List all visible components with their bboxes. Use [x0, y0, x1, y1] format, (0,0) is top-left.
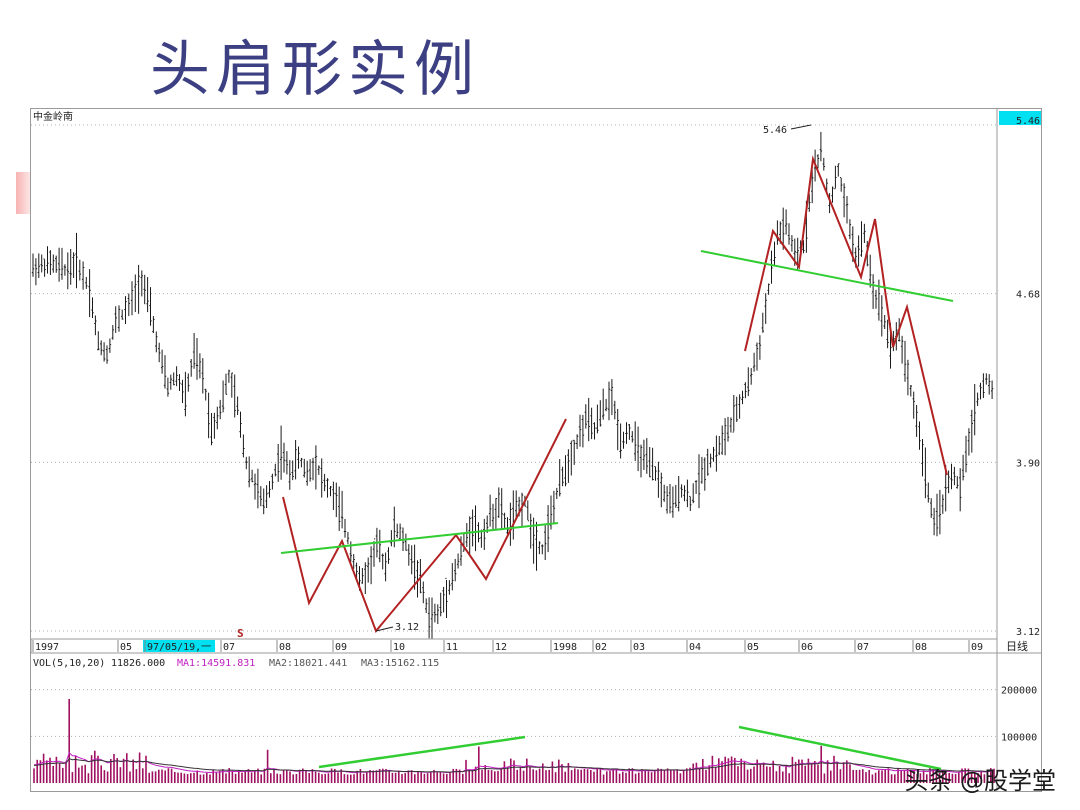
high-price-label: 5.46: [763, 125, 787, 136]
price-gridlines: [31, 124, 997, 632]
volume-tick-label: 100000: [1001, 732, 1037, 743]
volume-tick-label: 200000: [1001, 686, 1037, 697]
time-tick-label: 08: [915, 642, 927, 653]
vol-trend-rising: [318, 735, 526, 769]
time-tick-label: 11: [446, 642, 458, 653]
vol-header-name: VOL(5,10,20): [33, 658, 105, 669]
stock-chart-panel: 中金岭南 5.46 3.12 S 5.46 4.68 3.90 3.12 1997 05…: [30, 108, 1042, 792]
last-price-badge: [999, 111, 1041, 125]
period-label: 日线: [1006, 639, 1028, 653]
time-axis-labels: 1997 05 97/05/19,一 07 08 09 10 11 12 1998 02 03 04 05…: [32, 640, 983, 653]
time-tick-label: 1997: [35, 642, 59, 653]
time-tick-label: 09: [971, 642, 983, 653]
time-tick-label: 12: [495, 642, 507, 653]
low-label-leader: [375, 626, 394, 632]
decorative-accent-bar: [16, 172, 30, 214]
price-tick-label: 3.12: [1016, 627, 1040, 638]
vol-header-ma3: MA3:15162.115: [361, 658, 439, 669]
price-tick-label: 5.46: [1016, 116, 1040, 127]
low-price-label: 3.12: [395, 622, 419, 633]
time-tick-label: 05: [120, 642, 132, 653]
slide-title: 头肩形实例: [150, 35, 480, 105]
chart-svg: 中金岭南 5.46 3.12 S 5.46 4.68 3.90 3.12 1997 05…: [31, 109, 1041, 791]
price-tick-label: 4.68: [1016, 290, 1040, 301]
volume-ma-line-2: [33, 758, 995, 773]
bottom-neckline: [280, 522, 559, 554]
time-tick-label: 05: [747, 642, 759, 653]
s-marker: S: [237, 627, 244, 640]
time-tick-label: 97/05/19,一: [147, 642, 211, 653]
volume-ma-line: [33, 751, 995, 774]
time-tick-label: 1998: [553, 642, 577, 653]
time-tick-label: 08: [279, 642, 291, 653]
price-candles: [31, 131, 994, 641]
vol-header-ma2: MA2:18021.441: [269, 658, 347, 669]
volume-gridlines: [31, 689, 997, 737]
volume-axis-ticks: 200000 100000: [1001, 686, 1037, 744]
vol-header-value: 11826.000: [111, 658, 165, 669]
vol-header-ma1: MA1:14591.831: [177, 658, 255, 669]
vol-trend-falling: [738, 725, 942, 771]
high-label-leader: [790, 124, 812, 130]
pattern-overlays: [280, 124, 954, 633]
top-pattern-outline: [744, 155, 948, 476]
time-tick-label: 09: [335, 642, 347, 653]
volume-bars: [33, 699, 995, 783]
watermark: 头条 @股学堂: [904, 767, 1056, 795]
time-tick-label: 04: [689, 642, 701, 653]
time-tick-label: 07: [857, 642, 869, 653]
stock-name-label: 中金岭南: [33, 110, 73, 123]
selected-date-highlight: [143, 640, 215, 652]
price-tick-label: 3.90: [1016, 458, 1040, 469]
time-tick-label: 07: [223, 642, 235, 653]
time-tick-label: 03: [633, 642, 645, 653]
time-tick-label: 02: [595, 642, 607, 653]
top-neckline: [700, 250, 954, 302]
time-tick-label: 06: [801, 642, 813, 653]
price-axis-ticks: 5.46 4.68 3.90 3.12: [1016, 116, 1040, 638]
time-tick-label: 10: [393, 642, 405, 653]
